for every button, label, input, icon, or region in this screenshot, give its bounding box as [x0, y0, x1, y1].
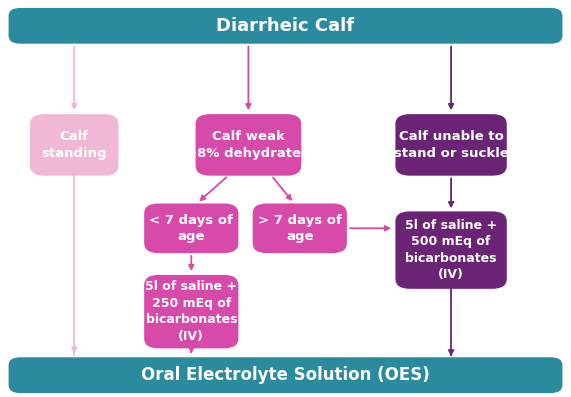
FancyBboxPatch shape — [30, 114, 119, 175]
FancyBboxPatch shape — [195, 114, 301, 175]
Text: Calf
standing: Calf standing — [42, 130, 107, 160]
FancyBboxPatch shape — [252, 203, 347, 253]
Text: Calf unable to
stand or suckle: Calf unable to stand or suckle — [393, 130, 509, 160]
Text: > 7 days of
age: > 7 days of age — [258, 214, 341, 243]
Text: 5l of saline +
250 mEq of
bicarbonates
(IV): 5l of saline + 250 mEq of bicarbonates (… — [145, 280, 238, 343]
Text: Oral Electrolyte Solution (OES): Oral Electrolyte Solution (OES) — [141, 366, 430, 384]
FancyBboxPatch shape — [144, 203, 239, 253]
FancyBboxPatch shape — [395, 211, 507, 289]
FancyBboxPatch shape — [9, 357, 562, 393]
Text: < 7 days of
age: < 7 days of age — [150, 214, 233, 243]
FancyBboxPatch shape — [9, 8, 562, 44]
Text: 5l of saline +
500 mEq of
bicarbonates
(IV): 5l of saline + 500 mEq of bicarbonates (… — [405, 219, 497, 281]
FancyBboxPatch shape — [395, 114, 507, 175]
FancyBboxPatch shape — [144, 275, 239, 349]
Text: Diarrheic Calf: Diarrheic Calf — [216, 17, 355, 35]
Text: Calf weak
>8% dehydrated: Calf weak >8% dehydrated — [186, 130, 311, 160]
